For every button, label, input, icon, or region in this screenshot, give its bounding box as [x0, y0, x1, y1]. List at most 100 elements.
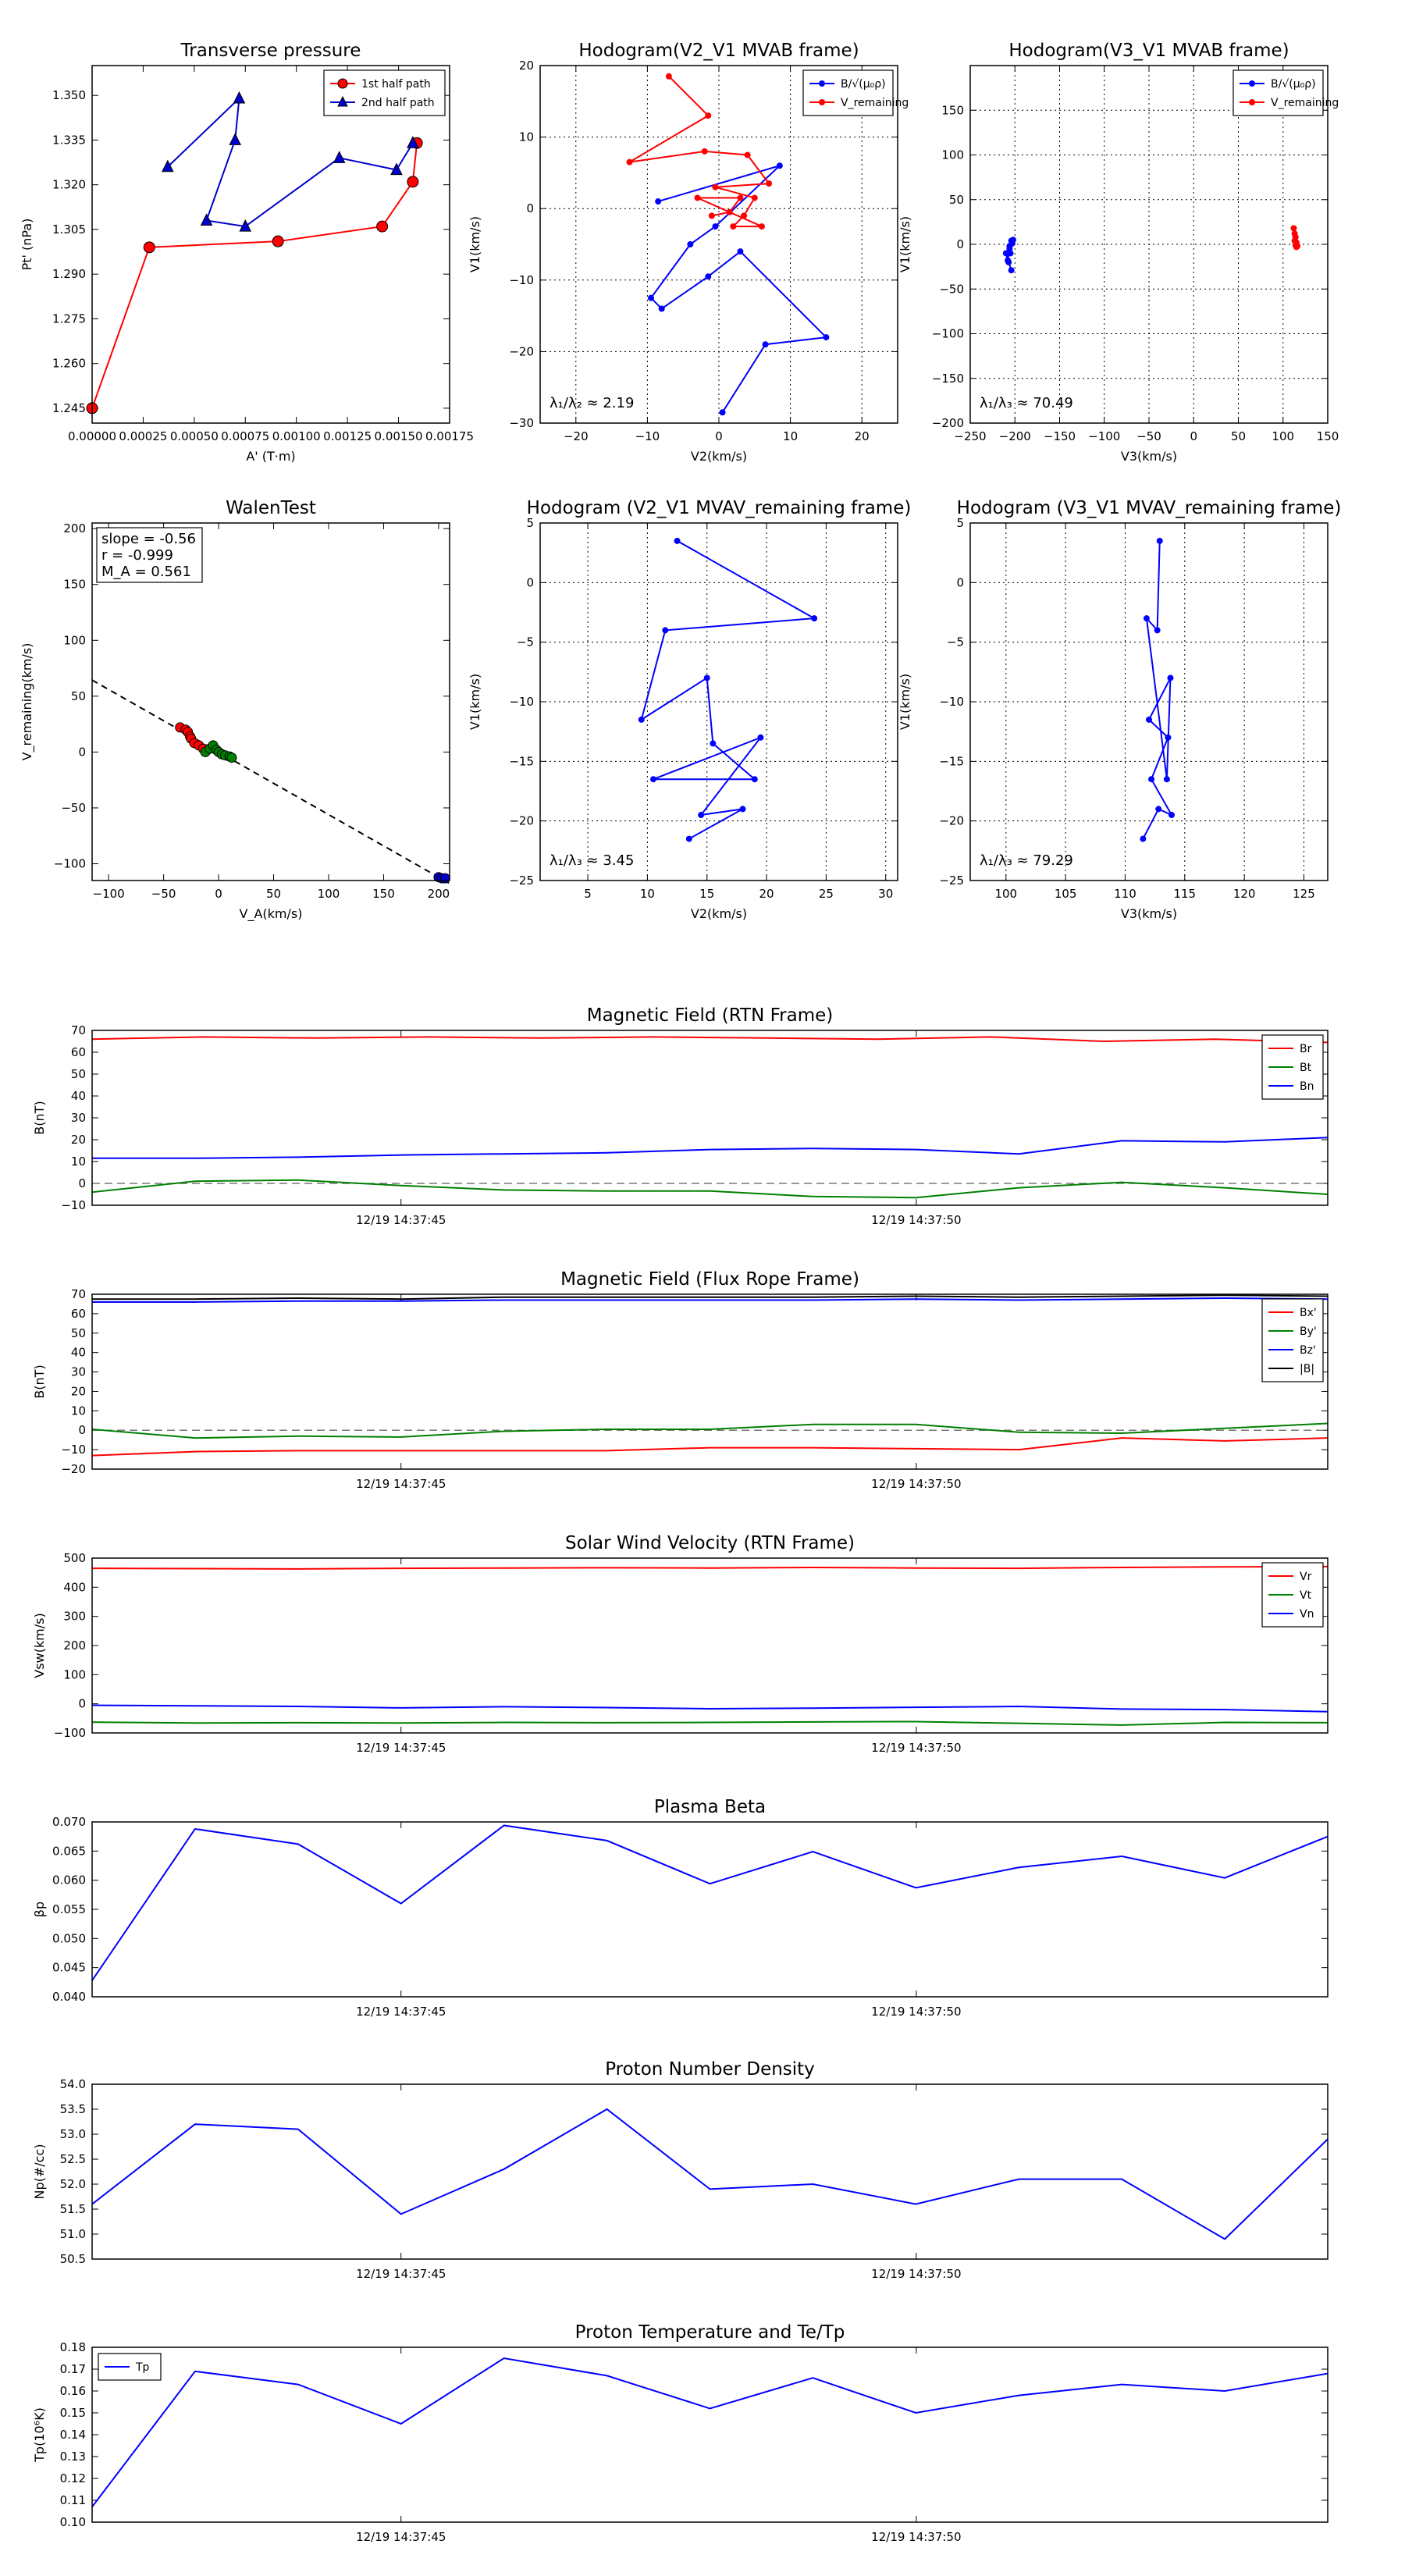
hodogram-point	[685, 835, 692, 842]
y-tick-label: −20	[939, 814, 964, 828]
chart-title: WalenTest	[226, 498, 316, 518]
y-tick-label: −150	[932, 372, 964, 386]
circle-marker	[143, 241, 155, 254]
y-tick-label: 60	[71, 1307, 86, 1321]
eigenvalue-ratio: λ₁/λ₃ ≈ 70.49	[980, 395, 1073, 411]
y-tick-label: 60	[71, 1045, 86, 1059]
x-tick-label: 0.00100	[272, 429, 321, 443]
x-tick-label: −20	[564, 429, 589, 443]
x-tick-label: 0	[215, 887, 222, 901]
circle-marker	[376, 220, 389, 233]
plot-frame	[969, 522, 1329, 881]
hodogram-point	[758, 223, 765, 230]
x-tick-label: 0.00075	[221, 429, 269, 443]
chart-tp: Transverse pressure 0.00000 0.00025 0.00050…	[20, 41, 474, 464]
y-tick-label: 150	[63, 578, 86, 592]
y-tick-label: 10	[71, 1155, 86, 1169]
y-tick-label: 1.320	[52, 178, 86, 192]
y-tick-label: 10	[71, 1404, 86, 1418]
y-tick-label: 30	[71, 1365, 86, 1379]
x-tick-label: 0	[1190, 429, 1197, 443]
y-tick-label: −50	[61, 801, 86, 815]
triangle-marker	[162, 159, 174, 173]
y-tick-label: 0	[956, 237, 964, 251]
hodogram-point	[1005, 257, 1012, 264]
x-tick-label: 15	[699, 887, 714, 901]
x-tick-label: 125	[1293, 887, 1315, 901]
hodogram-point	[757, 734, 764, 741]
legend-label: Br	[1300, 1043, 1312, 1055]
y-tick-label: 0.17	[60, 2362, 86, 2376]
series-line-1	[91, 143, 418, 409]
plot-frame	[91, 1030, 1329, 1206]
hodogram-point	[694, 194, 701, 201]
y-tick-label: 0.15	[60, 2406, 86, 2420]
x-axis-label: A' (T·m)	[246, 449, 295, 464]
y-tick-label: 52.5	[60, 2152, 86, 2166]
triangle-marker	[233, 91, 246, 104]
time-tick-label: 12/19 14:37:45	[356, 2530, 446, 2544]
hodogram-point	[751, 776, 758, 783]
chart-vel: Solar Wind Velocity (RTN Frame) −100 0 100 2…	[32, 1533, 1329, 1755]
y-tick-label: 0.11	[60, 2493, 86, 2507]
hodogram-point	[1148, 776, 1155, 783]
hodogram-point	[665, 73, 672, 80]
walen-stat: slope = -0.56	[101, 531, 196, 547]
y-tick-label: 300	[63, 1610, 86, 1624]
y-tick-label: 50	[71, 1326, 86, 1340]
y-axis-label: V1(km/s)	[898, 674, 912, 730]
hodogram-point	[658, 305, 665, 312]
circle-marker	[407, 176, 419, 188]
y-tick-label: 10	[519, 130, 534, 144]
x-tick-label: 0.00050	[170, 429, 219, 443]
x-tick-label: 100	[1272, 429, 1294, 443]
y-tick-label: 52.0	[60, 2177, 86, 2191]
x-tick-label: 120	[1233, 887, 1256, 901]
y-tick-label: −25	[939, 873, 964, 888]
eigenvalue-ratio: λ₁/λ₂ ≈ 2.19	[550, 395, 634, 411]
hodogram-point	[776, 162, 783, 169]
hodogram-point	[698, 812, 705, 819]
y-tick-label: 1.305	[52, 222, 86, 237]
y-tick-label: 0.045	[52, 1961, 86, 1975]
legend: B/√(μ₀ρ) V_remaining	[802, 69, 909, 116]
series-line-vn	[91, 1704, 1329, 1713]
legend-label: Bn	[1300, 1080, 1314, 1093]
y-tick-label: 200	[63, 1638, 86, 1653]
y-axis-label: Np(#/cc)	[32, 2144, 47, 2200]
legend: Bx' By' Bz' |B|	[1261, 1298, 1324, 1382]
y-tick-label: −20	[509, 814, 534, 828]
x-tick-label: 50	[266, 887, 281, 901]
hodogram-point	[1155, 806, 1162, 813]
hodogram-point	[650, 776, 657, 783]
y-tick-label: 200	[63, 521, 86, 535]
hodogram-point	[766, 180, 773, 187]
y-tick-label: 5	[956, 516, 964, 530]
chart-title: Solar Wind Velocity (RTN Frame)	[565, 1533, 855, 1553]
hodogram-point	[1163, 776, 1170, 783]
time-tick-label: 12/19 14:37:45	[356, 2267, 446, 2281]
y-tick-label: −25	[509, 873, 534, 888]
y-axis-label: V1(km/s)	[468, 674, 482, 730]
hodogram-point	[655, 198, 662, 205]
y-tick-label: 1.260	[52, 357, 86, 371]
x-tick-label: −100	[93, 887, 125, 901]
hodogram-point	[1290, 225, 1297, 232]
series-line-tp	[91, 2357, 1329, 2508]
legend-label: Vr	[1300, 1571, 1312, 1583]
y-tick-label: −100	[932, 327, 964, 341]
y-tick-label: −50	[939, 282, 964, 296]
hodogram-point	[712, 183, 719, 190]
x-tick-label: 10	[783, 429, 798, 443]
legend-label: Vn	[1300, 1608, 1314, 1621]
triangle-marker	[390, 162, 403, 176]
series-line-2	[167, 96, 414, 228]
y-tick-label: −5	[947, 635, 964, 649]
time-tick-label: 12/19 14:37:50	[871, 2267, 961, 2281]
series-line-np	[91, 2108, 1329, 2240]
y-tick-label: 51.0	[60, 2227, 86, 2241]
y-tick-label: 40	[71, 1089, 86, 1103]
x-tick-label: −200	[999, 429, 1031, 443]
y-tick-label: 5	[526, 516, 534, 530]
